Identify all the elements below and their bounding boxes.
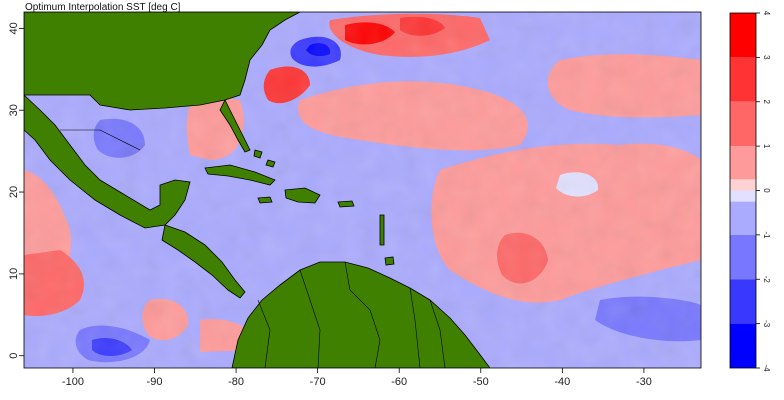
colorbar-band bbox=[730, 13, 756, 58]
colorbar: 4 3 2 1 0 -1 -2 -3 -4 bbox=[729, 11, 771, 372]
x-tick-label: -50 bbox=[473, 376, 489, 388]
x-tick-label: -40 bbox=[554, 376, 570, 388]
y-tick-label: 40 bbox=[8, 22, 20, 34]
mexico-land bbox=[24, 94, 191, 229]
x-tick-label: -70 bbox=[310, 376, 326, 388]
colorbar-tick-label: -3 bbox=[762, 320, 771, 328]
x-tick-label: -60 bbox=[391, 376, 407, 388]
y-tick-label: 10 bbox=[8, 268, 20, 280]
x-axis: -100 -90 -80 -70 -60 -50 -40 -30 bbox=[62, 368, 652, 388]
colorbar-band bbox=[730, 101, 756, 147]
colorbar-tick-label: -4 bbox=[762, 364, 771, 372]
colorbar-band bbox=[730, 323, 756, 368]
sst-anomaly-field bbox=[24, 12, 701, 368]
bahamas-land-2 bbox=[265, 159, 276, 168]
colorbar-tick-label: 4 bbox=[762, 11, 771, 16]
jamaica-land bbox=[257, 196, 273, 204]
colorbar-band bbox=[730, 57, 756, 102]
colorbar-band bbox=[730, 279, 756, 324]
colorbar-tick-label: 2 bbox=[762, 100, 771, 105]
colorbar-tick-label: -2 bbox=[762, 276, 771, 284]
cuba-land bbox=[204, 164, 276, 186]
colorbar-band bbox=[730, 201, 756, 235]
puerto-rico-land bbox=[337, 200, 355, 208]
x-tick-label: -100 bbox=[62, 376, 84, 388]
trinidad-land bbox=[384, 256, 395, 266]
x-tick-label: -90 bbox=[147, 376, 163, 388]
colorbar-tick-label: 0 bbox=[762, 188, 771, 193]
y-axis: 0 10 20 30 40 bbox=[8, 22, 24, 359]
florida-land bbox=[219, 99, 251, 153]
map-title: Optimum Interpolation SST [deg C] bbox=[25, 2, 181, 13]
x-tick-label: -80 bbox=[228, 376, 244, 388]
country-borders bbox=[60, 129, 446, 368]
hispaniola-land bbox=[284, 187, 321, 204]
y-tick-label: 30 bbox=[8, 104, 20, 116]
central-america-land bbox=[161, 224, 246, 299]
colorbar-tick-label: 3 bbox=[762, 55, 771, 60]
bahamas-land bbox=[253, 149, 263, 159]
colorbar-band bbox=[730, 179, 756, 191]
y-tick-label: 0 bbox=[8, 353, 20, 359]
colorbar-band bbox=[730, 146, 756, 180]
colorbar-band bbox=[730, 190, 756, 202]
south-america-land bbox=[231, 261, 491, 368]
land-masses bbox=[24, 12, 491, 368]
colorbar-tick-label: -1 bbox=[762, 231, 771, 239]
lesser-antilles-land bbox=[379, 214, 385, 246]
x-tick-label: -30 bbox=[636, 376, 652, 388]
north-america-land bbox=[24, 12, 301, 111]
colorbar-band bbox=[730, 234, 756, 280]
colorbar-tick-label: 1 bbox=[762, 144, 771, 149]
plot-frame bbox=[23, 11, 702, 369]
y-tick-label: 20 bbox=[8, 186, 20, 198]
